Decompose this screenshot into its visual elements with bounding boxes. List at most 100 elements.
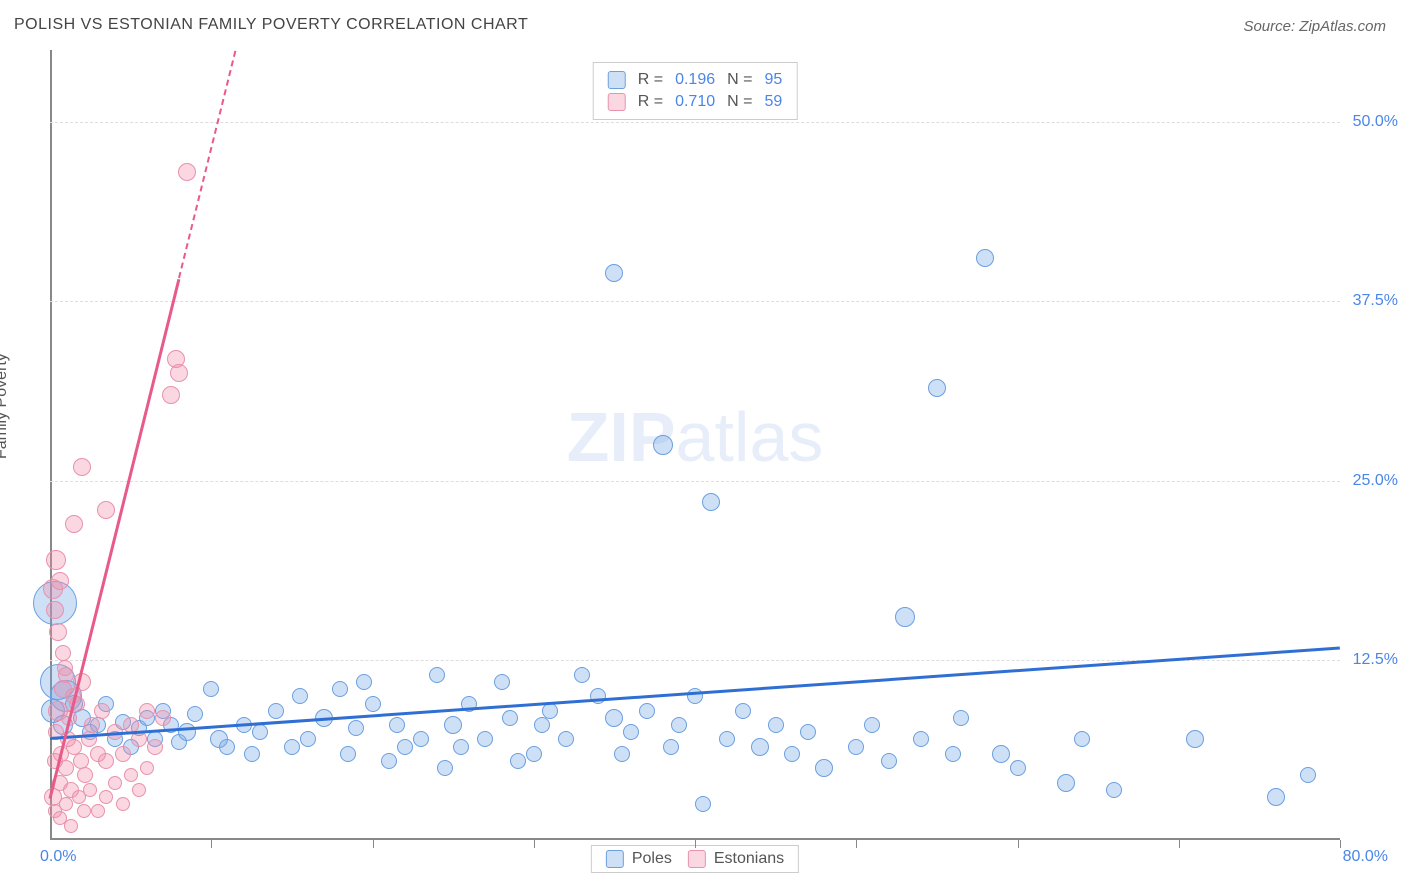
scatter-point-poles <box>429 667 445 683</box>
scatter-point-poles <box>864 717 880 733</box>
scatter-point-poles <box>348 720 364 736</box>
stat-row-estonians: R = 0.710 N = 59 <box>608 91 783 113</box>
scatter-point-poles <box>881 753 897 769</box>
scatter-point-poles <box>292 688 308 704</box>
scatter-point-poles <box>300 731 316 747</box>
scatter-point-poles <box>494 674 510 690</box>
x-tick <box>856 840 857 848</box>
scatter-point-poles <box>558 731 574 747</box>
scatter-point-poles <box>413 731 429 747</box>
scatter-point-poles <box>187 706 203 722</box>
scatter-point-estonians <box>49 623 67 641</box>
scatter-point-poles <box>1074 731 1090 747</box>
scatter-point-poles <box>340 746 356 762</box>
swatch-estonians-icon <box>688 850 706 868</box>
scatter-point-estonians <box>43 579 63 599</box>
scatter-point-poles <box>397 739 413 755</box>
scatter-point-estonians <box>139 703 155 719</box>
scatter-point-poles <box>219 739 235 755</box>
scatter-point-poles <box>444 716 462 734</box>
scatter-point-poles <box>1267 788 1285 806</box>
scatter-point-poles <box>332 681 348 697</box>
scatter-point-poles <box>284 739 300 755</box>
scatter-point-poles <box>945 746 961 762</box>
scatter-point-estonians <box>46 601 64 619</box>
scatter-point-poles <box>1186 730 1204 748</box>
chart-container: POLISH VS ESTONIAN FAMILY POVERTY CORREL… <box>0 0 1406 892</box>
legend-label-estonians: Estonians <box>714 850 784 868</box>
scatter-point-estonians <box>162 386 180 404</box>
y-tick-label: 25.0% <box>1353 472 1398 490</box>
legend-item-estonians: Estonians <box>688 850 784 868</box>
scatter-point-poles <box>1106 782 1122 798</box>
scatter-point-poles <box>453 739 469 755</box>
y-tick-label: 12.5% <box>1353 651 1398 669</box>
swatch-estonians <box>608 93 626 111</box>
scatter-point-estonians <box>59 797 73 811</box>
watermark: ZIPatlas <box>567 397 824 477</box>
scatter-point-poles <box>203 681 219 697</box>
scatter-point-poles <box>719 731 735 747</box>
gridline <box>50 481 1340 482</box>
scatter-point-estonians <box>77 767 93 783</box>
legend-label-poles: Poles <box>632 850 672 868</box>
n-value-estonians: 59 <box>764 93 782 111</box>
scatter-point-poles <box>976 249 994 267</box>
scatter-point-poles <box>751 738 769 756</box>
x-min-label: 0.0% <box>40 848 76 866</box>
scatter-point-estonians <box>94 703 110 719</box>
stat-row-poles: R = 0.196 N = 95 <box>608 69 783 91</box>
scatter-point-estonians <box>147 739 163 755</box>
stat-legend: R = 0.196 N = 95 R = 0.710 N = 59 <box>593 62 798 120</box>
scatter-point-poles <box>663 739 679 755</box>
scatter-point-poles <box>695 796 711 812</box>
x-tick <box>373 840 374 848</box>
r-value-poles: 0.196 <box>675 71 715 89</box>
legend-item-poles: Poles <box>606 850 672 868</box>
scatter-point-poles <box>992 745 1010 763</box>
scatter-point-poles <box>605 709 623 727</box>
scatter-point-estonians <box>115 746 131 762</box>
scatter-point-poles <box>784 746 800 762</box>
scatter-point-poles <box>365 696 381 712</box>
x-tick <box>695 840 696 848</box>
n-label: N = <box>727 71 752 89</box>
scatter-point-estonians <box>77 804 91 818</box>
scatter-point-estonians <box>91 804 105 818</box>
scatter-point-poles <box>702 493 720 511</box>
r-label: R = <box>638 71 663 89</box>
chart-title: POLISH VS ESTONIAN FAMILY POVERTY CORREL… <box>14 16 528 34</box>
n-value-poles: 95 <box>764 71 782 89</box>
scatter-point-poles <box>510 753 526 769</box>
scatter-point-poles <box>928 379 946 397</box>
scatter-point-estonians <box>178 163 196 181</box>
x-max-label: 80.0% <box>1343 848 1388 866</box>
scatter-point-estonians <box>98 753 114 769</box>
scatter-point-poles <box>1057 774 1075 792</box>
scatter-point-poles <box>800 724 816 740</box>
scatter-point-poles <box>623 724 639 740</box>
scatter-point-estonians <box>132 783 146 797</box>
scatter-point-poles <box>534 717 550 733</box>
x-tick <box>534 840 535 848</box>
scatter-point-poles <box>605 264 623 282</box>
scatter-point-poles <box>389 717 405 733</box>
swatch-poles-icon <box>606 850 624 868</box>
scatter-point-estonians <box>58 760 74 776</box>
gridline <box>50 301 1340 302</box>
plot-area: ZIPatlas R = 0.196 N = 95 R = 0.710 N = … <box>50 50 1340 840</box>
scatter-point-poles <box>244 746 260 762</box>
scatter-point-poles <box>477 731 493 747</box>
scatter-point-estonians <box>65 515 83 533</box>
scatter-point-poles <box>268 703 284 719</box>
scatter-point-poles <box>574 667 590 683</box>
scatter-point-estonians <box>124 768 138 782</box>
r-value-estonians: 0.710 <box>675 93 715 111</box>
scatter-point-estonians <box>140 761 154 775</box>
scatter-point-poles <box>381 753 397 769</box>
scatter-point-estonians <box>58 667 74 683</box>
n-label: N = <box>727 93 752 111</box>
scatter-point-poles <box>913 731 929 747</box>
scatter-point-poles <box>614 746 630 762</box>
scatter-point-poles <box>252 724 268 740</box>
